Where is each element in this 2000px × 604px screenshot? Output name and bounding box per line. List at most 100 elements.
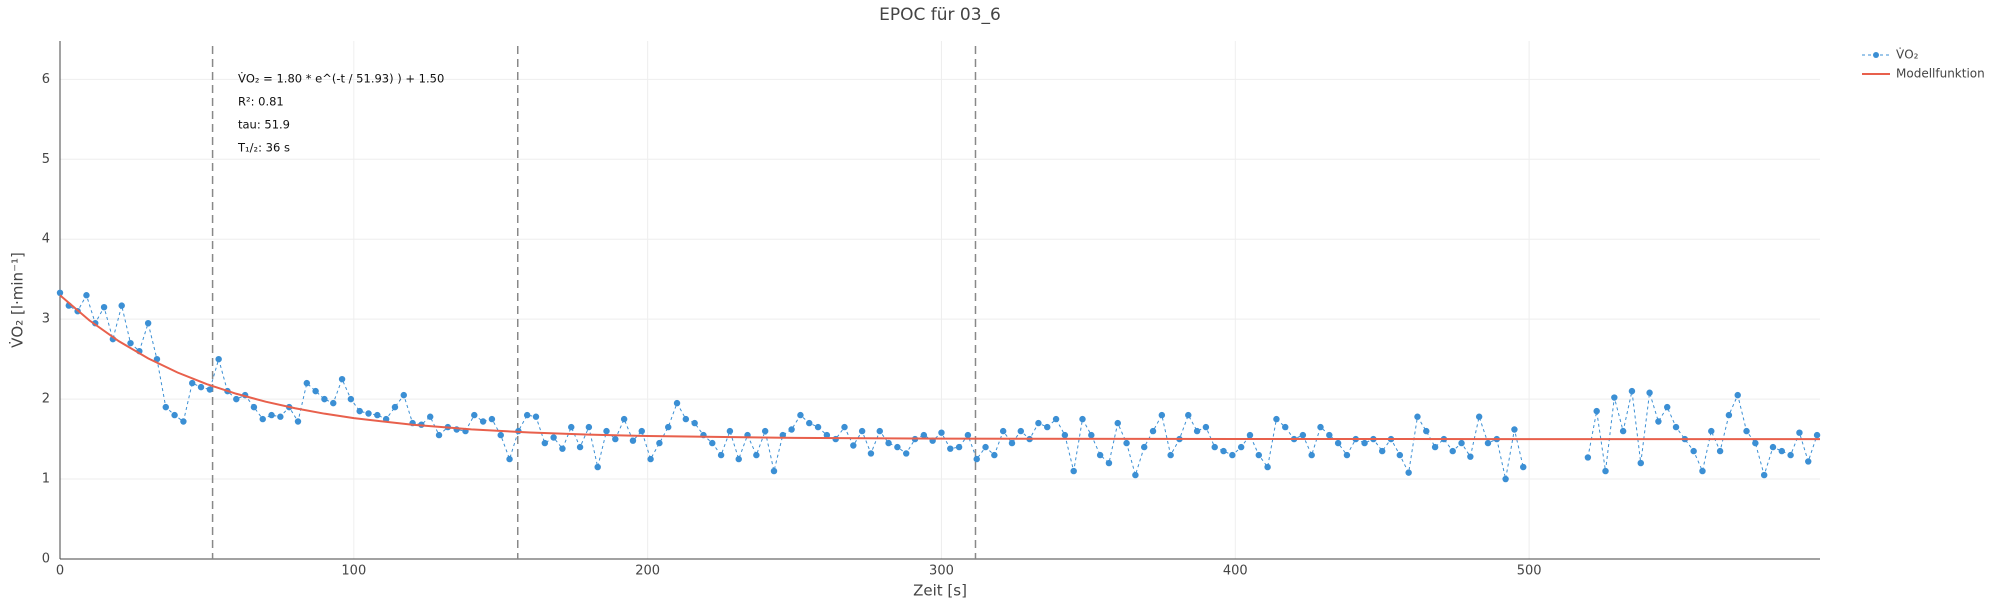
data-point (717, 451, 725, 459)
data-point (576, 443, 584, 451)
data-point (1502, 475, 1509, 483)
data-point (162, 403, 169, 411)
data-point (673, 399, 681, 407)
data-point (1690, 447, 1697, 455)
data-point (347, 395, 355, 403)
data-point (1813, 431, 1821, 439)
data-point (585, 423, 593, 431)
data-point (56, 289, 64, 297)
data-point (938, 429, 945, 436)
data-point (1760, 471, 1768, 479)
data-line (59, 292, 1524, 480)
model-line (59, 294, 1820, 441)
data-point (1317, 423, 1324, 431)
data-point (1273, 415, 1280, 423)
data-point (1511, 426, 1518, 433)
data-point (1423, 427, 1430, 435)
x-tick-label: 100 (341, 564, 366, 579)
data-point (1079, 415, 1086, 423)
data-point (277, 413, 284, 420)
data-point (1246, 431, 1254, 439)
data-point (1282, 423, 1289, 431)
data-point (268, 411, 275, 419)
data-point (885, 439, 892, 447)
data-point (523, 411, 531, 419)
data-point (594, 463, 601, 471)
data-point (779, 431, 787, 439)
y-axis-title: V̇O₂ [l·min⁻¹] (8, 252, 27, 348)
y-tick-label: 4 (42, 232, 50, 247)
data-point (189, 379, 196, 387)
annotation: V̇O₂ = 1.80 * e^(-t / 51.93) ) + 1.50 (238, 71, 444, 85)
data-point (1326, 431, 1333, 439)
data-point (894, 443, 901, 451)
data-point (973, 455, 980, 463)
data-point (471, 411, 478, 419)
data-point (321, 395, 328, 403)
chart-title: EPOC für 03_6 (879, 5, 1001, 25)
data-point (1449, 447, 1456, 455)
data-point (823, 431, 831, 439)
x-tick-label: 0 (56, 564, 64, 579)
data-point (612, 435, 619, 443)
data-point (761, 427, 769, 435)
legend-label: V̇O₂ (1896, 47, 1919, 61)
data-point (1787, 451, 1794, 459)
x-tick-label: 400 (1223, 564, 1248, 579)
data-point (955, 443, 963, 451)
data-point (127, 339, 134, 347)
data-point (1655, 418, 1662, 425)
data-point (497, 431, 504, 439)
data-point (118, 302, 125, 309)
data-point (735, 455, 742, 463)
data-point (1414, 413, 1421, 420)
data-point (867, 450, 875, 457)
data-point (1149, 427, 1157, 435)
data-point (1035, 419, 1042, 427)
data-point (206, 386, 214, 393)
data-point (982, 443, 989, 451)
data-point (1017, 427, 1025, 435)
data-point (709, 439, 716, 447)
y-tick-label: 3 (42, 312, 50, 327)
data-point (1725, 411, 1733, 419)
y-tick-label: 0 (42, 552, 50, 567)
data-point (1796, 429, 1803, 436)
data-point (541, 439, 549, 447)
data-point (1628, 387, 1636, 395)
data-point (682, 415, 690, 423)
data-point (250, 403, 258, 411)
data-point (171, 411, 178, 419)
data-point (1114, 419, 1121, 427)
data-point (806, 419, 813, 427)
data-point (1008, 439, 1016, 447)
data-point (144, 319, 152, 327)
data-point (814, 423, 822, 431)
data-point (876, 427, 883, 435)
data-point (947, 445, 954, 452)
data-point (1743, 427, 1750, 435)
data-point (356, 407, 363, 415)
data-point (1105, 459, 1113, 467)
data-point (1211, 443, 1218, 451)
data-point (488, 415, 496, 423)
data-point (1361, 439, 1368, 447)
data-point (1379, 447, 1386, 455)
data-point (1752, 439, 1759, 447)
data-point (330, 399, 337, 407)
data-point (1699, 467, 1706, 475)
data-point (1467, 453, 1474, 460)
data-point (427, 413, 434, 420)
data-point (903, 450, 910, 457)
data-point (568, 423, 575, 431)
y-tick-label: 6 (42, 72, 50, 87)
data-point (788, 426, 795, 433)
data-point (1264, 463, 1271, 471)
data-point (1193, 427, 1201, 435)
data-point (603, 427, 610, 435)
data-point (338, 375, 346, 383)
data-point (506, 455, 513, 463)
data-point (1593, 407, 1600, 415)
data-point (1167, 451, 1174, 459)
